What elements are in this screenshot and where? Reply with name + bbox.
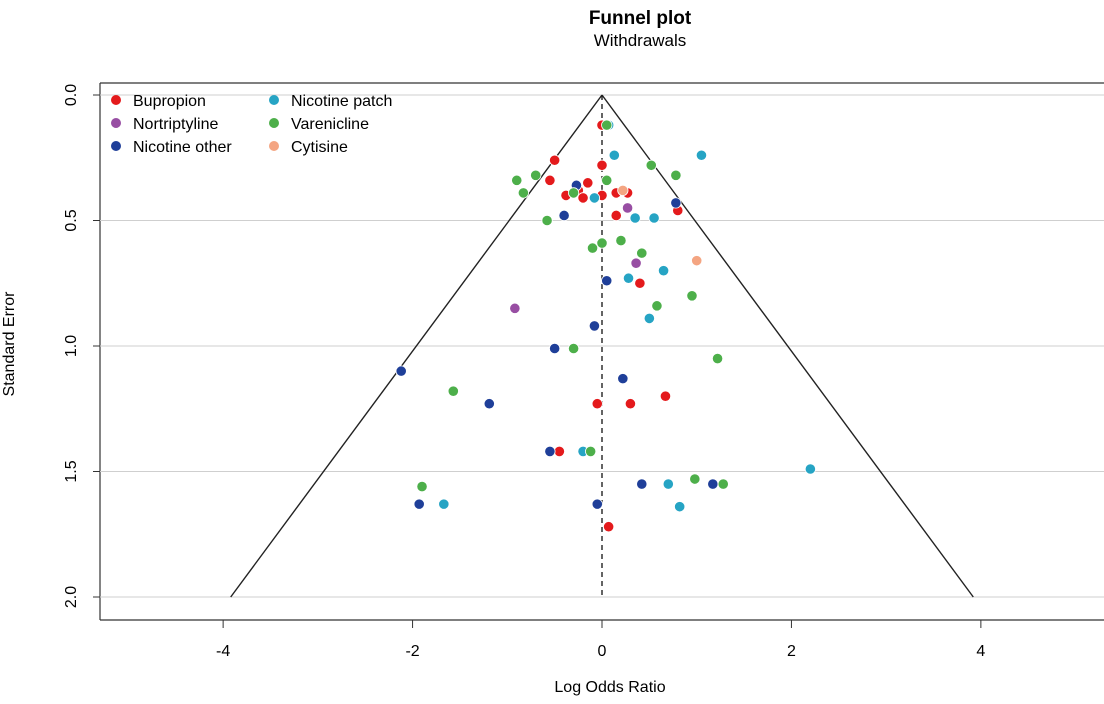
- data-point-nicotine-other: [413, 498, 425, 510]
- y-tick-label: 2.0: [63, 586, 80, 608]
- data-point-bupropion: [596, 159, 608, 171]
- data-point-varenicline: [596, 237, 608, 249]
- funnel-right-line: [601, 94, 974, 598]
- data-point-nicotine-patch: [608, 149, 620, 161]
- data-point-varenicline: [711, 352, 724, 365]
- data-point-nicotine-patch: [622, 272, 635, 284]
- data-point-varenicline: [447, 385, 459, 397]
- data-point-varenicline: [601, 174, 613, 186]
- data-point-nicotine-patch: [629, 212, 641, 224]
- data-point-varenicline: [541, 214, 553, 227]
- x-axis-label: Log Odds Ratio: [554, 679, 666, 696]
- data-point-nortriptyline: [509, 302, 521, 314]
- data-point-varenicline: [636, 247, 648, 259]
- x-tick-label: -2: [405, 643, 419, 660]
- data-point-nicotine-other: [601, 275, 613, 287]
- data-point-nicotine-patch: [648, 212, 660, 224]
- data-point-bupropion: [610, 209, 622, 222]
- x-tick-label: 0: [598, 643, 607, 660]
- legend-marker-cytisine: [269, 141, 279, 151]
- data-point-nicotine-other: [395, 365, 407, 377]
- data-point-varenicline: [670, 169, 682, 181]
- data-point-varenicline: [586, 242, 599, 254]
- data-point-varenicline: [517, 187, 529, 199]
- data-point-nicotine-patch: [695, 149, 708, 161]
- legend-label-varenicline: Varenicline: [291, 116, 369, 133]
- data-point-bupropion: [591, 398, 603, 410]
- data-point-nicotine-patch: [657, 265, 670, 277]
- data-point-bupropion: [582, 177, 594, 189]
- data-point-bupropion: [549, 154, 561, 166]
- data-point-varenicline: [615, 234, 627, 247]
- legend-marker-nicotine-other: [111, 141, 121, 151]
- data-point-nicotine-patch: [804, 463, 816, 475]
- data-point-varenicline: [689, 473, 701, 485]
- data-point-nicotine-other: [670, 197, 682, 209]
- data-point-nicotine-other: [707, 478, 719, 490]
- data-point-nicotine-patch: [643, 312, 655, 324]
- legend-marker-nicotine-patch: [269, 95, 279, 105]
- y-tick-label: 0.5: [63, 209, 80, 231]
- data-point-varenicline: [686, 290, 698, 302]
- y-tick-label: 0.0: [63, 84, 80, 106]
- data-point-nicotine-patch: [662, 478, 674, 490]
- y-tick-label: 1.5: [63, 460, 80, 482]
- data-point-nicotine-patch: [588, 192, 601, 204]
- data-point-bupropion: [577, 192, 589, 204]
- legend-label-bupropion: Bupropion: [133, 93, 206, 110]
- legend-label-nortriptyline: Nortriptyline: [133, 116, 218, 133]
- data-point-varenicline: [511, 174, 523, 186]
- data-point-nicotine-other: [588, 320, 601, 332]
- data-point-bupropion: [659, 390, 672, 402]
- data-point-nicotine-other: [483, 398, 495, 410]
- legend-marker-varenicline: [269, 118, 279, 128]
- data-point-varenicline: [530, 169, 542, 181]
- chart-title: Funnel plot: [588, 8, 692, 29]
- legend-marker-bupropion: [111, 95, 121, 105]
- data-point-bupropion: [603, 521, 615, 533]
- data-point-nicotine-other: [591, 498, 603, 510]
- legend-label-nicotine-other: Nicotine other: [133, 139, 232, 156]
- data-point-nortriptyline: [630, 257, 642, 269]
- legend-label-nicotine-patch: Nicotine patch: [291, 93, 392, 110]
- y-tick-label: 1.0: [63, 335, 80, 357]
- y-axis-label: Standard Error: [1, 291, 18, 397]
- data-point-bupropion: [634, 277, 646, 289]
- x-tick-label: 2: [787, 643, 796, 660]
- data-point-bupropion: [544, 174, 556, 186]
- data-point-varenicline: [717, 478, 729, 490]
- data-point-nicotine-other: [549, 342, 561, 355]
- data-point-nicotine-other: [544, 445, 556, 458]
- data-point-varenicline: [585, 445, 597, 458]
- data-point-varenicline: [645, 159, 657, 171]
- data-point-nicotine-other: [558, 209, 570, 222]
- data-point-bupropion: [624, 398, 637, 410]
- chart-subtitle: Withdrawals: [593, 31, 687, 50]
- data-point-nicotine-other: [617, 373, 629, 385]
- data-point-varenicline: [567, 342, 580, 355]
- data-point-cytisine: [617, 184, 629, 196]
- data-point-bupropion: [553, 445, 565, 458]
- data-point-varenicline: [651, 300, 663, 312]
- data-point-nortriptyline: [621, 202, 634, 214]
- x-tick-label: 4: [976, 643, 985, 660]
- legend-label-cytisine: Cytisine: [291, 139, 348, 156]
- data-point-varenicline: [601, 119, 613, 131]
- data-point-nicotine-other: [636, 478, 648, 490]
- legend-marker-nortriptyline: [111, 118, 121, 128]
- x-tick-label: -4: [216, 643, 230, 660]
- data-point-cytisine: [691, 255, 703, 267]
- data-point-nicotine-patch: [674, 501, 686, 513]
- data-point-varenicline: [416, 480, 428, 493]
- data-point-varenicline: [567, 187, 580, 199]
- data-point-nicotine-patch: [438, 498, 450, 510]
